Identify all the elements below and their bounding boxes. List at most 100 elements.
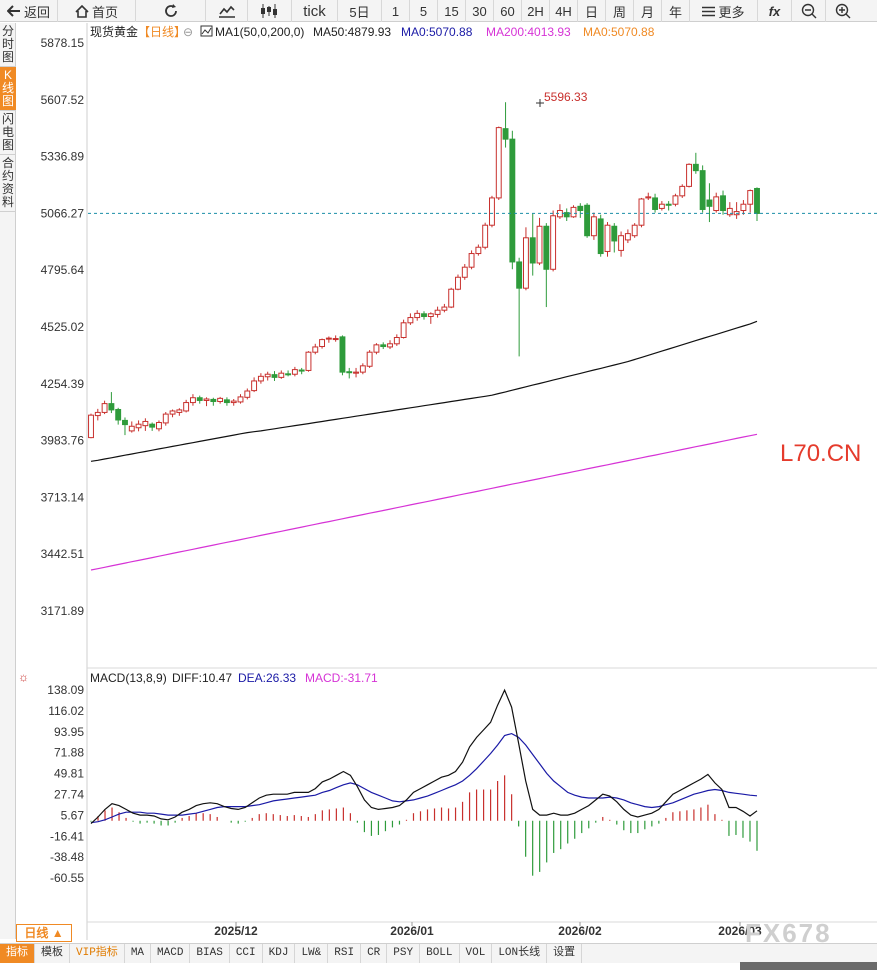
candle-up — [203, 398, 210, 401]
candle-down — [285, 373, 292, 376]
back-arrow-icon — [6, 5, 21, 17]
candle-up — [679, 185, 686, 197]
candle-up — [156, 422, 162, 430]
tab-bias[interactable]: BIAS — [190, 944, 230, 963]
candle-up — [658, 203, 665, 209]
indicator-icon-glyph — [201, 27, 212, 35]
interval-1m[interactable]: 1 — [382, 0, 410, 22]
interval-year[interactable]: 年 — [662, 0, 690, 22]
tab-lw[interactable]: LW& — [295, 944, 329, 963]
interval-week[interactable]: 周 — [606, 0, 634, 22]
tab-psy[interactable]: PSY — [387, 944, 421, 963]
tab-cr[interactable]: CR — [361, 944, 388, 963]
candlestick-button[interactable] — [248, 0, 292, 22]
tab-kline[interactable]: K线图 — [0, 67, 16, 111]
candle-up — [387, 343, 393, 348]
candle-down — [346, 371, 353, 374]
tab-rsi[interactable]: RSI — [328, 944, 362, 963]
tab-templates[interactable]: 模板 — [35, 944, 70, 963]
settings-icon[interactable]: ⊖ — [183, 25, 193, 39]
interval-label: 5日 — [349, 4, 370, 20]
interval-4h[interactable]: 4H — [550, 0, 578, 22]
candle-up — [183, 402, 190, 412]
candle-up — [169, 410, 176, 415]
candle-up — [489, 197, 495, 226]
candle-up — [312, 346, 319, 353]
candle-down — [210, 398, 217, 403]
refresh-button[interactable] — [136, 0, 206, 22]
tab-contract-info[interactable]: 合约资料 — [0, 155, 16, 212]
home-button[interactable]: 首页 — [58, 0, 136, 22]
interval-15m[interactable]: 15 — [438, 0, 466, 22]
macd-tick-label: 93.95 — [54, 725, 84, 739]
zoom-out-button[interactable] — [792, 0, 826, 22]
tick-button[interactable]: tick — [292, 0, 338, 22]
legend-diff: DIFF:10.47 — [172, 671, 232, 685]
candle-down — [699, 170, 706, 210]
interval-2h[interactable]: 2H — [522, 0, 550, 22]
candle-down — [339, 336, 346, 373]
tab-lon[interactable]: LON长线 — [492, 944, 548, 963]
macd-tick-label: 71.88 — [54, 746, 84, 760]
max-price-annotation: 5596.33 — [536, 90, 588, 107]
candle-up — [373, 344, 380, 353]
tab-kdj[interactable]: KDJ — [263, 944, 296, 963]
price-tick-label: 3713.14 — [41, 490, 85, 504]
candle-down — [706, 199, 713, 207]
zoom-out-icon — [801, 3, 817, 19]
macd-tick-label: -16.41 — [50, 829, 84, 843]
tab-cci[interactable]: CCI — [230, 944, 263, 963]
period-selector[interactable]: 日线 ▲ — [16, 924, 72, 942]
formula-button[interactable]: fx — [758, 0, 792, 22]
candle-up — [631, 224, 638, 237]
candle-down — [584, 204, 591, 237]
indicator-tabs: 指标 模板 VIP指标 MA MACD BIAS CCI KDJ LW& RSI… — [0, 943, 877, 963]
home-label: 首页 — [91, 4, 118, 20]
macd-settings-icon[interactable]: ☼ — [18, 670, 29, 684]
candle-up — [686, 163, 692, 187]
interval-label: 60 — [500, 3, 515, 19]
candle-up — [522, 237, 529, 289]
back-button[interactable]: 返回 — [0, 0, 58, 22]
macd-label: MACD(13,8,9) — [90, 671, 167, 685]
candle-up — [319, 339, 326, 348]
tab-boll[interactable]: BOLL — [420, 944, 460, 963]
interval-5d[interactable]: 5日 — [338, 0, 382, 22]
toolbar: 返回 首页 tick 5日 1 5 15 30 60 2H 4H 日 周 月 年… — [0, 0, 877, 22]
zoom-in-button[interactable] — [826, 0, 860, 22]
candle-up — [536, 225, 543, 264]
tab-settings[interactable]: 设置 — [547, 944, 583, 963]
interval-month[interactable]: 月 — [634, 0, 662, 22]
macd-tick-label: 27.74 — [54, 787, 84, 801]
candle-up — [604, 224, 611, 252]
candle-up — [244, 390, 251, 398]
tab-indicators[interactable]: 指标 — [0, 944, 35, 963]
macd-tick-label: -60.55 — [50, 871, 84, 885]
tab-flash-chart[interactable]: 闪电图 — [0, 111, 16, 155]
interval-30m[interactable]: 30 — [466, 0, 494, 22]
candle-down — [529, 237, 536, 264]
candle-up — [217, 397, 224, 403]
interval-5m[interactable]: 5 — [410, 0, 438, 22]
horizontal-scrollbar[interactable] — [740, 962, 877, 970]
interval-60m[interactable]: 60 — [494, 0, 522, 22]
tab-vol[interactable]: VOL — [460, 944, 493, 963]
tab-timeshare[interactable]: 分时图 — [0, 23, 16, 67]
chart-title: 现货黄金 — [90, 24, 138, 39]
candle-up — [101, 403, 108, 413]
max-price-label: 5596.33 — [544, 90, 588, 104]
interval-label: 2H — [527, 3, 544, 19]
line-chart-button[interactable] — [206, 0, 248, 22]
candle-up — [278, 372, 285, 378]
candle-up — [189, 397, 196, 404]
tab-macd[interactable]: MACD — [151, 944, 191, 963]
interval-label: 15 — [444, 3, 459, 19]
candle-up — [251, 380, 258, 392]
more-button[interactable]: 更多 — [690, 0, 758, 22]
tab-vip-indicators[interactable]: VIP指标 — [70, 944, 125, 963]
interval-day[interactable]: 日 — [578, 0, 606, 22]
tab-ma[interactable]: MA — [125, 944, 152, 963]
ma-indicator-label: MA1(50,0,200,0) — [215, 25, 304, 39]
candle-down — [421, 313, 427, 318]
